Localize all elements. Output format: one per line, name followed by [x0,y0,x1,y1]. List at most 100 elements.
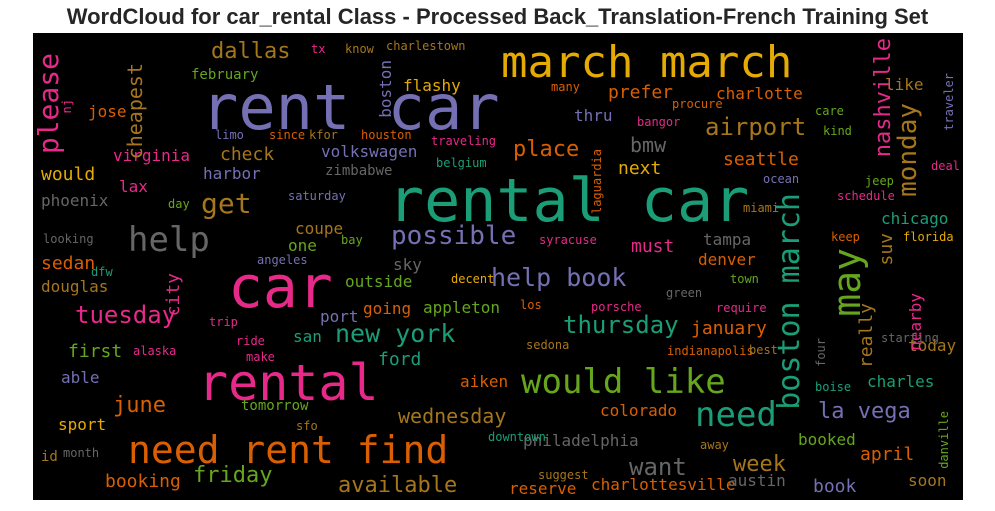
cloud-word: need [695,395,777,435]
cloud-word: car [228,253,333,321]
cloud-word: first [68,341,123,362]
cloud-word: sedan [41,253,96,274]
cloud-word: rental car [388,166,750,236]
cloud-word: austin [728,471,786,490]
cloud-word: ford [378,349,422,370]
cloud-word: syracuse [539,233,597,247]
cloud-word: boston [376,60,395,118]
cloud-word: soon [908,471,947,490]
cloud-word: need rent find [128,428,449,472]
cloud-word: douglas [41,277,109,296]
cloud-word: nj [60,99,74,114]
cloud-word: like [885,75,924,94]
cloud-word: rental [198,354,379,412]
cloud-word: charlottesville [591,475,736,494]
cloud-word: porsche [591,300,642,314]
cloud-word: help book [491,263,627,292]
cloud-word: many [551,80,580,94]
cloud-word: please [33,53,65,155]
cloud-word: must [631,236,675,257]
cloud-word: traveler [942,73,956,131]
cloud-word: tx [311,42,326,56]
cloud-word: airport [705,113,807,141]
cloud-word: would like [521,362,726,402]
cloud-word: booked [798,430,856,449]
cloud-word: chicago [881,209,949,228]
cloud-word: keep [831,230,860,244]
cloud-word: limo [215,128,244,142]
cloud-word: los [520,298,542,312]
cloud-word: new york [335,319,456,348]
cloud-word: san [293,327,322,346]
cloud-word: four [814,338,828,367]
cloud-word: april [860,444,915,465]
cloud-word: alaska [133,344,177,358]
cloud-word: charlestown [386,39,466,53]
cloud-word: green [666,286,703,300]
cloud-word: wednesday [398,404,507,428]
cloud-word: houston [361,128,412,142]
cloud-word: january [691,318,767,339]
cloud-word: angeles [257,253,308,267]
cloud-word: indianapolis [667,344,754,358]
cloud-word: tuesday [75,301,177,329]
cloud-word: seattle [723,149,799,170]
cloud-word: check [220,144,275,165]
cloud-word: help [128,220,210,260]
cloud-word: danville [937,411,951,469]
cloud-word: suv [876,233,897,266]
cloud-word: boston march [772,193,807,410]
cloud-word: denver [698,250,756,269]
cloud-word: sfo [296,419,318,433]
cloud-word: prefer [608,82,674,103]
cloud-word: booking [105,471,181,492]
cloud-word: schedule [837,189,895,203]
cloud-word: sedona [526,338,570,352]
cloud-word: away [700,438,729,452]
cloud-word: one [288,236,317,255]
cloud-word: day [168,197,190,211]
cloud-word: thru [574,106,613,125]
cloud-word: charlotte [716,84,803,103]
cloud-word: procure [672,97,723,111]
cloud-word: laguardia [590,149,604,215]
cloud-word: bangor [637,115,681,129]
cloud-word: since [269,128,306,142]
cloud-word: appleton [423,298,501,317]
cloud-word: would [41,164,96,185]
cloud-word: colorado [600,401,678,420]
cloud-word: city [163,273,184,317]
cloud-word: reserve [509,479,577,498]
cloud-word: month [63,446,100,460]
cloud-word: suggest [538,468,589,482]
cloud-word: know [345,42,374,56]
cloud-word: today [908,336,957,355]
chart-title: WordCloud for car_rental Class - Process… [66,4,929,29]
cloud-word: belgium [436,156,487,170]
cloud-word: nashville [871,38,896,158]
cloud-word: volkswagen [321,142,418,161]
cloud-word: bmw [630,133,667,157]
cloud-word: next [618,158,662,179]
cloud-word: sky [393,255,422,274]
cloud-word: boise [815,380,852,394]
cloud-word: charles [867,372,935,391]
cloud-word: decent [451,272,495,286]
cloud-word: id [41,449,58,465]
cloud-word: saturday [288,189,346,203]
cloud-word: friday [193,463,273,488]
cloud-word: lax [119,177,148,196]
cloud-word: week [733,452,786,477]
cloud-word: really [856,303,877,369]
cloud-word: outside [345,272,413,291]
cloud-word: jose [88,102,127,121]
cloud-word: place [513,137,580,162]
cloud-word: thursday [563,311,679,339]
cloud-word: want [629,453,687,481]
cloud-word: rent car [201,71,500,144]
cloud-word: february [191,67,259,83]
cloud-word: looking [43,232,94,246]
cloud-word: tomorrow [241,398,309,414]
cloud-word: zimbabwe [325,163,393,179]
cloud-word: deal [931,159,960,173]
